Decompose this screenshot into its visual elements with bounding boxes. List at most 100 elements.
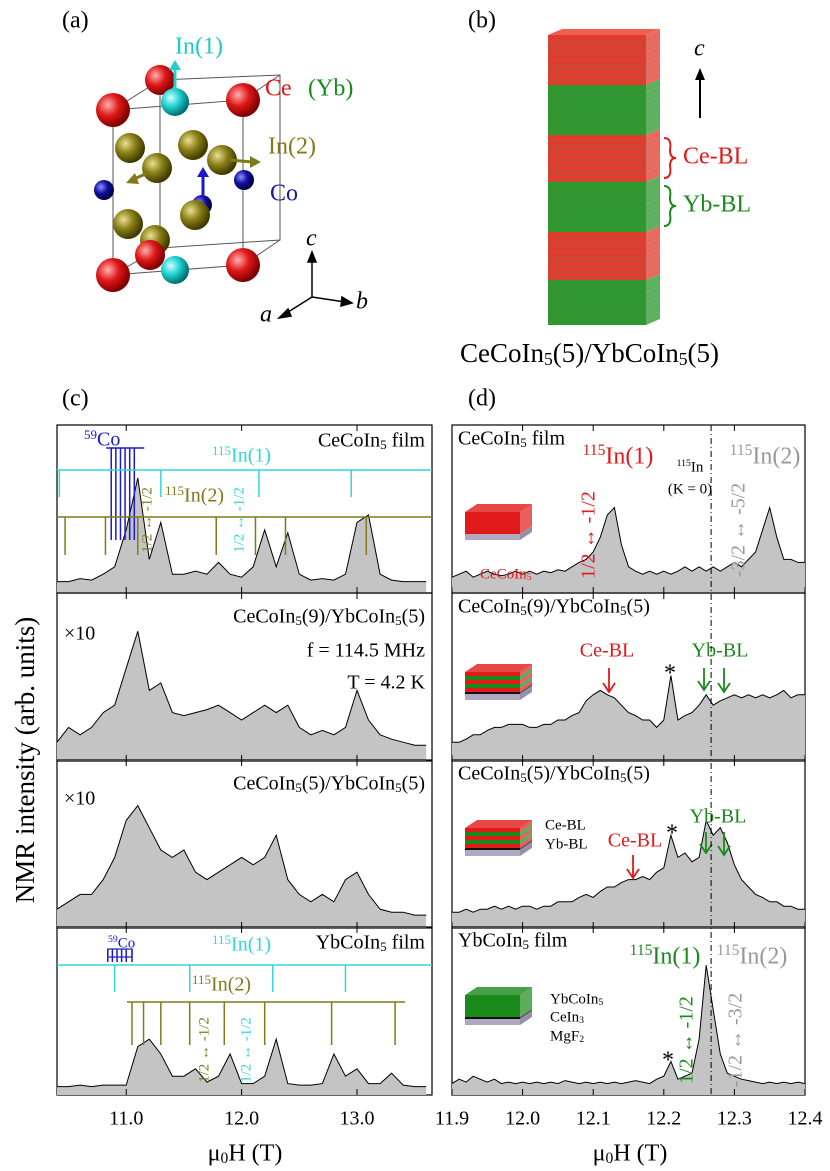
layer-line: [548, 113, 661, 121]
annotation-arrow-head: [717, 682, 731, 694]
inset-side: [520, 1009, 532, 1019]
inset-side: [520, 828, 532, 840]
layer-line: [548, 133, 661, 141]
arrow-head: [169, 60, 181, 70]
x-tick-label: 12.1: [576, 1108, 611, 1130]
layer-block-front: [548, 280, 646, 325]
inset-substrate: [465, 1019, 520, 1025]
spectrum: [451, 505, 805, 578]
label-ce: Ce: [265, 76, 292, 102]
annotation: -1/2 ↔ -3/2: [725, 993, 747, 1087]
series-name: CeCoIn5 film: [318, 430, 425, 452]
x-tick-label: 11.9: [435, 1108, 469, 1130]
panel-label: (d): [468, 386, 496, 412]
caption: CeCoIn5(5)/YbCoIn5(5): [460, 338, 719, 369]
layer-line: [548, 138, 661, 146]
annotation: ×10: [64, 623, 95, 645]
layer-line: [548, 278, 661, 286]
layer-line: [548, 163, 661, 171]
spectrum: [56, 804, 427, 916]
layer-line: [548, 118, 661, 126]
layer-line: [548, 288, 661, 296]
layer-line: [548, 313, 661, 321]
inset-side: [520, 840, 532, 850]
y-axis-label: NMR intensity (arb. units): [10, 617, 40, 903]
ce-atom: [145, 65, 175, 95]
arrow-head: [197, 167, 209, 177]
inset-substrate: [465, 694, 520, 700]
inset-side: [520, 680, 532, 692]
layer-line: [548, 38, 661, 46]
layer-line: [548, 63, 661, 71]
triad-lines: [284, 258, 346, 315]
layer-line: [548, 205, 661, 213]
axes-triad: [276, 249, 354, 320]
annotation: Yb-BL: [690, 806, 747, 828]
ce-atom: [96, 258, 130, 292]
in2-atom: [142, 153, 172, 183]
annotation: MgF2: [550, 1028, 584, 1045]
layer-block-front: [548, 135, 646, 182]
co-atom: [94, 180, 114, 200]
x-tick-label: 12.0: [224, 1108, 259, 1130]
annotation: Ce-BL: [545, 817, 586, 833]
label-in1: In(1): [175, 34, 223, 60]
layer-line: [548, 88, 661, 96]
inset-substrate-side: [520, 1011, 532, 1025]
inset-layer: [465, 692, 520, 694]
panel-label: (a): [62, 8, 89, 34]
layer-line: [548, 235, 661, 243]
layer-line: [548, 220, 661, 228]
in1-atom: [161, 256, 189, 284]
layer-line: [548, 33, 661, 41]
layer-line: [548, 308, 661, 316]
series-name: YbCoIn5 film: [458, 930, 568, 952]
c-arrow-head: [695, 68, 705, 80]
annotation-arrow-head: [697, 680, 711, 692]
annotation: 115In(1): [630, 942, 701, 969]
layer-block-side: [646, 79, 660, 135]
spectrum-fill: [452, 507, 805, 593]
layer-line: [548, 240, 661, 248]
label-yb-bl: Yb-BL: [683, 192, 751, 218]
layer-line: [548, 260, 661, 268]
inset-substrate: [465, 534, 520, 540]
layer-line: [548, 255, 661, 263]
annotation: 115In(2): [165, 483, 224, 507]
superlattice-stack: [548, 29, 661, 325]
ce-atom: [135, 240, 165, 270]
layer-block-side: [646, 129, 660, 182]
layer-block-side: [646, 274, 660, 325]
layer-line: [548, 123, 661, 131]
brace: [663, 185, 677, 227]
layer-block-side: [646, 176, 660, 232]
inset-substrate: [465, 850, 520, 856]
spectrum-fill: [57, 478, 427, 593]
layer-line: [548, 265, 661, 273]
annotation: YbCoIn5: [550, 991, 603, 1008]
inset-side: [520, 836, 532, 848]
spectrum: [57, 1037, 427, 1088]
annotation: 1/2 ↔ -1/2: [578, 491, 600, 579]
inset-layer: [465, 844, 520, 848]
inset-layer: [465, 836, 520, 840]
annotation: 115In: [677, 458, 704, 475]
series-name: CeCoIn5 film: [458, 428, 565, 450]
annotation-arrow-head: [717, 845, 731, 857]
label-in2: In(2): [268, 134, 316, 160]
inset-side: [520, 672, 532, 684]
layer-line: [548, 190, 661, 198]
annotation: 1/2 ↔ -1/2: [238, 1017, 254, 1083]
layer-line: [548, 293, 661, 301]
annotation: 115In(2): [730, 442, 801, 469]
in2-atom: [178, 130, 208, 160]
layer-block-side: [646, 29, 660, 85]
layer-line: [548, 48, 661, 56]
spectrum-fill: [57, 631, 427, 761]
co-atom: [234, 170, 254, 190]
layer-line: [548, 303, 661, 311]
layer-line: [548, 93, 661, 101]
arrow-head: [250, 156, 261, 168]
layer-line: [548, 68, 661, 76]
layer-line: [548, 180, 661, 188]
